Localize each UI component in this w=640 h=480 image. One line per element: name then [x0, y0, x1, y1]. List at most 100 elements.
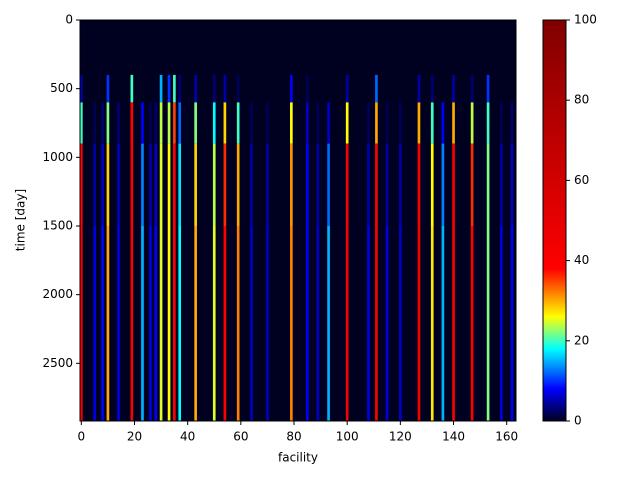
heatmap-cell	[194, 225, 197, 421]
heatmap-cell	[399, 74, 402, 103]
y-tick-label: 1000	[42, 150, 73, 164]
heatmap-cell	[266, 74, 269, 103]
heatmap-cell	[154, 74, 158, 103]
heatmap-cell	[212, 143, 216, 226]
heatmap-cell	[430, 225, 434, 421]
heatmap-cell	[178, 74, 182, 103]
heatmap-cell	[441, 143, 445, 226]
heatmap-cell	[194, 20, 197, 75]
heatmap-cell	[101, 225, 104, 421]
heatmap-cell	[399, 143, 402, 226]
heatmap-cell	[399, 20, 402, 75]
heatmap-cell	[141, 20, 144, 75]
heatmap-cell	[117, 74, 120, 103]
heatmap-cell	[510, 74, 514, 103]
heatmap-cell	[305, 102, 309, 144]
heatmap-cell	[159, 143, 163, 226]
heatmap-cell	[167, 102, 171, 144]
heatmap-cell	[93, 20, 96, 75]
heatmap-cell	[470, 143, 474, 226]
heatmap-cell	[417, 20, 421, 75]
heatmap-cell	[141, 143, 144, 226]
y-tick-label: 1500	[42, 218, 73, 232]
colorbar-tick-label: 20	[574, 333, 589, 347]
heatmap-cell	[305, 20, 309, 75]
heatmap-cell	[500, 225, 503, 421]
heatmap-cell	[223, 74, 227, 103]
heatmap-cell	[345, 74, 349, 103]
heatmap-cell	[345, 225, 349, 421]
colorbar	[542, 19, 567, 422]
colorbar-tick-label: 60	[574, 173, 589, 187]
heatmap-cell	[417, 143, 421, 226]
heatmap-cell	[345, 102, 349, 144]
heatmap-cell	[327, 102, 330, 144]
heatmap-cell	[178, 102, 182, 144]
heatmap-cell	[167, 225, 171, 421]
heatmap-cell	[430, 20, 434, 75]
heatmap-cell	[316, 102, 320, 144]
heatmap-cell	[141, 102, 144, 144]
heatmap-cell	[117, 102, 120, 144]
heatmap-cell	[106, 102, 110, 144]
heatmap-cell	[266, 102, 269, 144]
heatmap-cell	[510, 143, 514, 226]
heatmap-cell	[430, 74, 434, 103]
x-tick-label: 60	[233, 430, 248, 444]
heatmap-cell	[250, 225, 253, 421]
heatmap-cell	[470, 74, 474, 103]
heatmap-cell	[375, 225, 378, 421]
heatmap-cell	[117, 225, 120, 421]
heatmap-cell	[417, 225, 421, 421]
heatmap-cell	[250, 20, 253, 75]
heatmap-cell	[500, 20, 503, 75]
heatmap-cell	[154, 225, 158, 421]
heatmap-cell	[173, 225, 176, 421]
heatmap-cell	[93, 143, 96, 226]
heatmap-cell	[236, 20, 240, 75]
heatmap-cell	[159, 74, 163, 103]
heatmap-cell	[345, 20, 349, 75]
heatmap-cell	[417, 102, 421, 144]
heatmap-cell	[452, 102, 455, 144]
heatmap-cell	[375, 143, 378, 226]
heatmap-cell	[173, 143, 176, 226]
heatmap-cell	[305, 143, 309, 226]
heatmap-cell	[327, 74, 330, 103]
heatmap-cell	[212, 225, 216, 421]
heatmap-cell	[290, 74, 293, 103]
heatmap-cell	[194, 102, 197, 144]
heatmap-cell	[452, 20, 455, 75]
heatmap-cell	[223, 20, 227, 75]
heatmap-cell	[223, 102, 227, 144]
heatmap-cell	[130, 74, 134, 103]
heatmap-cell	[417, 74, 421, 103]
heatmap-cell	[470, 102, 474, 144]
heatmap-cell	[149, 102, 152, 144]
heatmap-cell	[173, 74, 176, 103]
heatmap-cell	[178, 225, 182, 421]
x-tick-label: 140	[442, 430, 465, 444]
x-tick-label: 20	[127, 430, 142, 444]
heatmap-cell	[141, 74, 144, 103]
heatmap-cell	[80, 102, 83, 144]
y-tick-label: 0	[65, 13, 73, 27]
heatmap-cell	[101, 74, 104, 103]
x-tick-label: 120	[389, 430, 412, 444]
heatmap-cell	[154, 143, 158, 226]
colorbar-tick-label: 0	[574, 414, 582, 428]
heatmap-cell	[106, 143, 110, 226]
heatmap-cell	[93, 74, 96, 103]
heatmap-cell	[130, 20, 134, 75]
heatmap-cell	[212, 20, 216, 75]
heatmap-cell	[430, 102, 434, 144]
heatmap-cell	[486, 74, 490, 103]
heatmap-cell	[117, 143, 120, 226]
heatmap-cell	[130, 102, 134, 144]
heatmap-cell	[154, 102, 158, 144]
heatmap-cell	[441, 20, 445, 75]
heatmap-cell	[345, 143, 349, 226]
heatmap-cell	[167, 143, 171, 226]
heatmap-cell	[236, 143, 240, 226]
heatmap-cell	[80, 143, 83, 226]
